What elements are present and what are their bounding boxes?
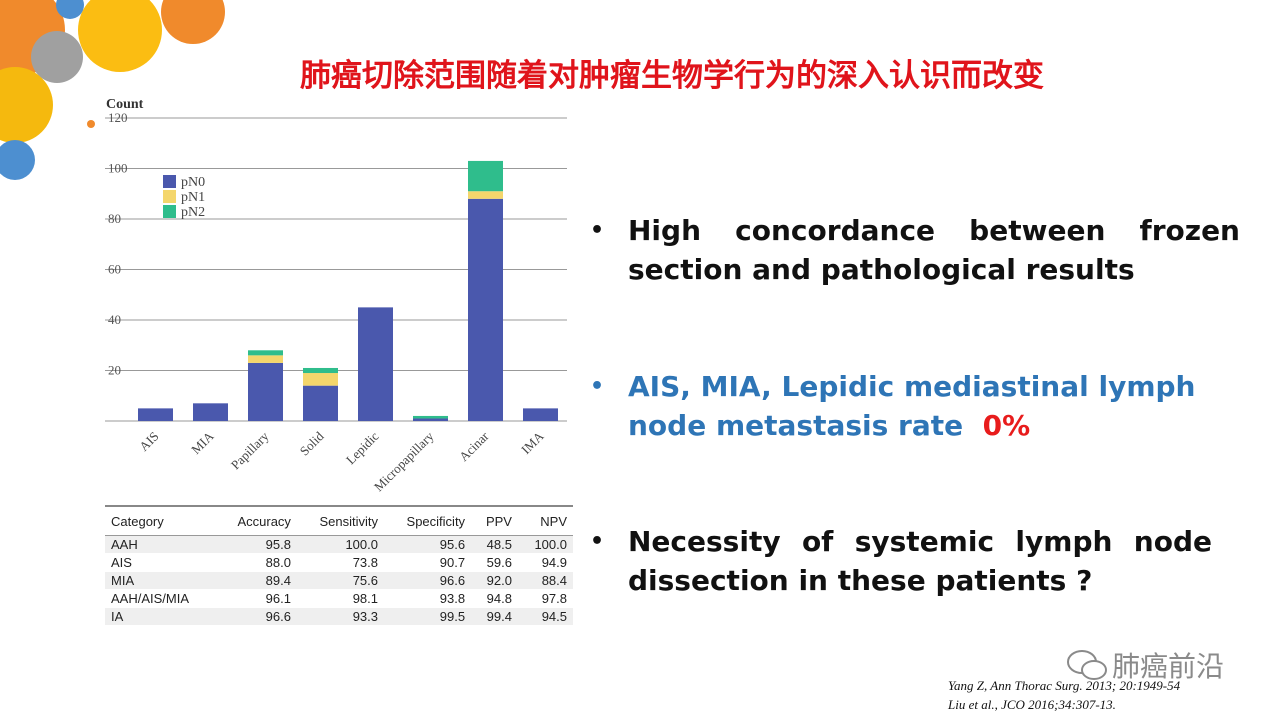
- bullet-text: AIS, MIA, Lepidic mediastinal lymph node…: [628, 370, 1196, 442]
- table-cell: AAH: [105, 535, 217, 554]
- bar-segment: [248, 355, 283, 363]
- legend-label: pN2: [181, 205, 205, 220]
- table-cell: 94.8: [471, 589, 518, 608]
- table-row: AAH 95.8 100.0 95.6 48.5 100.0: [105, 535, 573, 554]
- y-tick-label: 60: [108, 262, 121, 277]
- table-cell: 99.4: [471, 607, 518, 626]
- table-cell: 92.0: [471, 571, 518, 590]
- table-cell: 96.6: [384, 571, 472, 590]
- table-cell: 96.6: [216, 607, 297, 626]
- bullet-text: Necessity of systemic lymph node dissect…: [628, 525, 1212, 597]
- table-cell: 88.4: [517, 571, 573, 590]
- legend-swatch: [163, 205, 176, 218]
- bar-segment: [303, 373, 338, 386]
- table-cell: 94.9: [517, 553, 573, 572]
- x-tick-label: IMA: [518, 428, 547, 457]
- table-cell: AAH/AIS/MIA: [105, 589, 217, 608]
- table-cell: 75.6: [296, 571, 384, 590]
- table-cell: AIS: [105, 553, 217, 572]
- y-axis-label: Count: [106, 97, 144, 112]
- y-tick-label: 120: [108, 110, 128, 125]
- x-tick-label: Acinar: [456, 428, 492, 464]
- bullet: • Necessity of systemic lymph node dissec…: [590, 522, 1212, 600]
- table-row: MIA 89.4 75.6 96.6 92.0 88.4: [105, 571, 573, 590]
- table-cell: 99.5: [384, 607, 472, 626]
- table-header-cell: Specificity: [384, 505, 472, 536]
- x-tick-label: AIS: [136, 429, 161, 454]
- references: Yang Z, Ann Thorac Surg. 2013; 20:1949-5…: [948, 676, 1180, 714]
- chart: Count 20 40 60 80 100 120 AIS MIA Papillary Solid…: [105, 97, 567, 494]
- x-tick-label: Papillary: [228, 428, 272, 472]
- bar-segment: [303, 385, 338, 421]
- bar-segment: [358, 307, 393, 421]
- bar-segment: [468, 191, 503, 199]
- table-cell: MIA: [105, 571, 217, 590]
- bar-segment: [303, 367, 338, 374]
- bullet-text: High concordance between frozen section …: [628, 214, 1240, 286]
- bullet-highlight: 0%: [982, 409, 1031, 442]
- table-cell: 95.8: [216, 535, 297, 554]
- watermark: 肺癌前沿: [1112, 650, 1225, 683]
- legend-label: pN0: [181, 175, 205, 190]
- y-tick-label: 20: [108, 363, 121, 378]
- table-header-cell: NPV: [517, 505, 573, 536]
- table-cell: 96.1: [216, 589, 297, 608]
- x-tick-label: Lepidic: [343, 428, 382, 467]
- table-cell: 100.0: [296, 535, 384, 554]
- table: Category Accuracy Sensitivity Specificity PP…: [105, 505, 573, 626]
- table-row: IA 96.6 93.3 99.5 99.4 94.5: [105, 607, 573, 626]
- table-cell: 97.8: [517, 589, 573, 608]
- table-cell: 73.8: [296, 553, 384, 572]
- table-cell: 59.6: [471, 553, 518, 572]
- table-cell: 93.8: [384, 589, 472, 608]
- decor-circles: [0, 0, 225, 180]
- table-row: AAH/AIS/MIA 96.1 98.1 93.8 94.8 97.8: [105, 589, 573, 608]
- bar-segment: [138, 408, 173, 421]
- table-header-cell: Sensitivity: [296, 505, 384, 536]
- legend-swatch: [163, 175, 176, 188]
- table-cell: 100.0: [517, 535, 573, 554]
- legend-swatch: [163, 190, 176, 203]
- table-cell: 93.3: [296, 607, 384, 626]
- bar-segment: [468, 160, 503, 192]
- bar-segment: [413, 418, 448, 421]
- bar-segment: [413, 415, 448, 419]
- table-cell: 90.7: [384, 553, 472, 572]
- wechat-icon: [1067, 650, 1107, 680]
- table-cell: IA: [105, 607, 217, 626]
- y-tick-label: 80: [108, 211, 121, 226]
- x-tick-label: Micropapillary: [371, 428, 437, 494]
- table-cell: 48.5: [471, 535, 518, 554]
- y-tick-label: 100: [108, 161, 128, 176]
- x-tick-label: MIA: [188, 428, 217, 457]
- bar-segment: [523, 408, 558, 421]
- y-tick-label: 40: [108, 312, 121, 327]
- legend-label: pN1: [181, 190, 205, 205]
- table-header-cell: Category: [105, 505, 217, 536]
- table-cell: 88.0: [216, 553, 297, 572]
- table-header-cell: Accuracy: [216, 505, 297, 536]
- table-cell: 89.4: [216, 571, 297, 590]
- bullet: • AIS, MIA, Lepidic mediastinal lymph nod…: [590, 370, 1196, 442]
- table-cell: 98.1: [296, 589, 384, 608]
- slide-title: 肺癌切除范围随着对肿瘤生物学行为的深入认识而改变: [300, 58, 1044, 94]
- bar-segment: [248, 350, 283, 356]
- table-header-cell: PPV: [471, 505, 518, 536]
- x-tick-label: Solid: [297, 428, 327, 458]
- bar-segment: [193, 403, 228, 421]
- bar-segment: [248, 362, 283, 421]
- reference: Yang Z, Ann Thorac Surg. 2013; 20:1949-5…: [948, 678, 1181, 693]
- reference: Liu et al., JCO 2016;34:307-13.: [948, 697, 1116, 712]
- table-cell: 95.6: [384, 535, 472, 554]
- bullet: • High concordance between frozen section…: [590, 211, 1240, 289]
- bar-segment: [468, 198, 503, 421]
- table-cell: 94.5: [517, 607, 573, 626]
- table-row: AIS 88.0 73.8 90.7 59.6 94.9: [105, 553, 573, 572]
